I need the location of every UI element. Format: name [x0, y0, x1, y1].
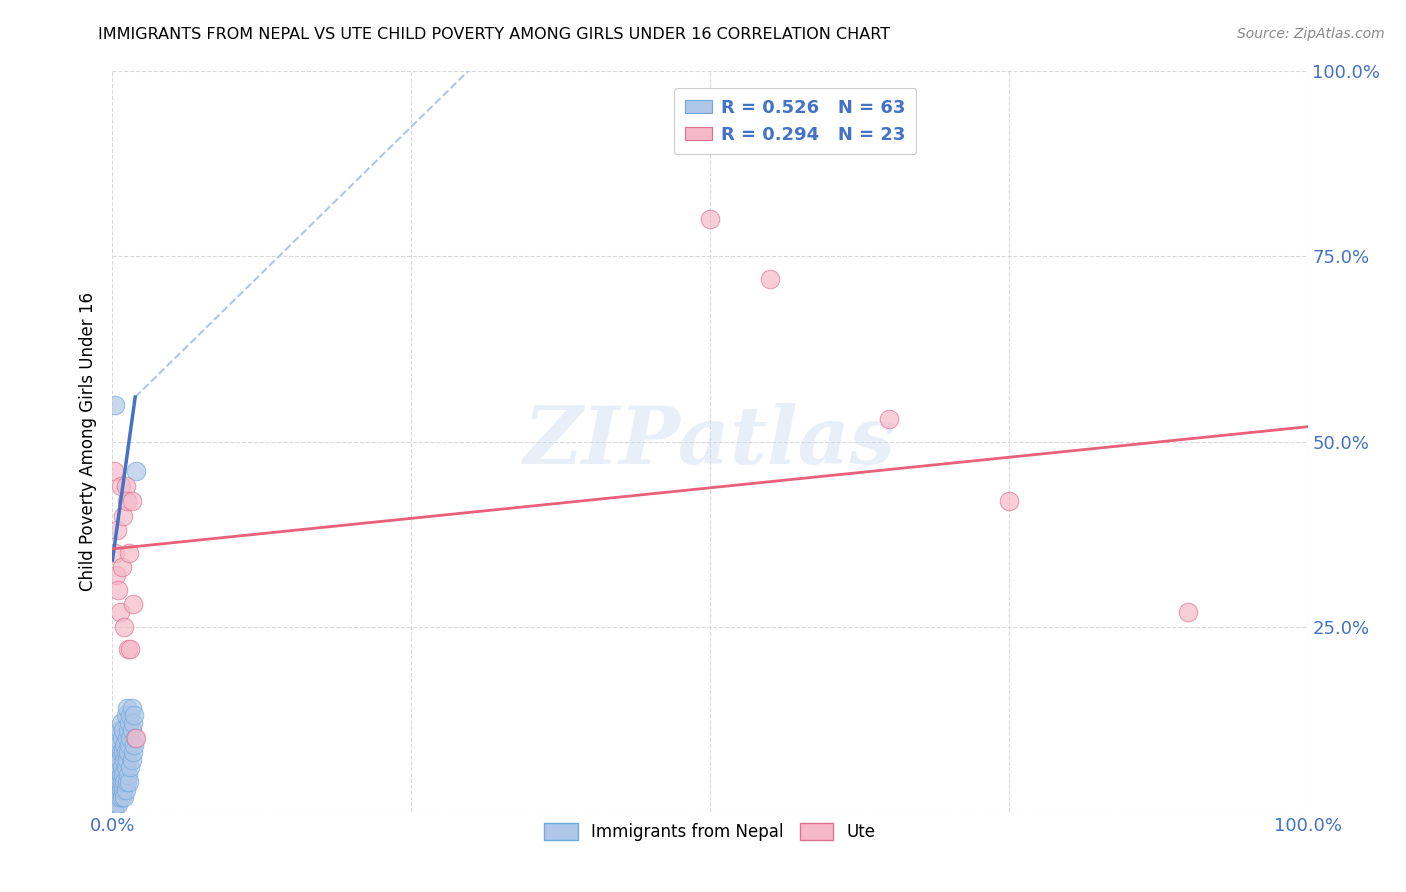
Point	[759, 271, 782, 285]
Point	[998, 493, 1021, 508]
Point	[104, 789, 127, 804]
Point	[115, 701, 138, 715]
Point	[105, 746, 128, 760]
Point	[110, 782, 132, 797]
Point	[110, 479, 132, 493]
Point	[114, 789, 135, 804]
Point	[117, 641, 139, 656]
Text: ZIPatlas: ZIPatlas	[524, 403, 896, 480]
Point	[122, 708, 145, 723]
Point	[105, 775, 128, 789]
Point	[111, 731, 134, 745]
Point	[108, 753, 131, 767]
Point	[115, 775, 138, 789]
Point	[104, 797, 127, 812]
Point	[120, 760, 142, 774]
Point	[112, 782, 135, 797]
Point	[118, 775, 141, 789]
Point	[107, 760, 129, 774]
Point	[121, 715, 143, 730]
Point	[105, 731, 128, 745]
Point	[105, 767, 128, 781]
Point	[114, 760, 136, 774]
Point	[125, 464, 148, 478]
Point	[114, 746, 136, 760]
Point	[118, 738, 141, 752]
Point	[108, 605, 131, 619]
Point	[111, 775, 134, 789]
Point	[108, 775, 131, 789]
Point	[105, 567, 128, 582]
Point	[114, 782, 136, 797]
Point	[121, 598, 143, 612]
Point	[114, 479, 136, 493]
Point	[104, 546, 127, 560]
Point	[111, 560, 134, 574]
Point	[118, 546, 141, 560]
Point	[110, 746, 132, 760]
Point	[107, 782, 129, 797]
Point	[121, 493, 143, 508]
Point	[110, 715, 132, 730]
Point	[111, 789, 134, 804]
Point	[1177, 605, 1199, 619]
Legend: Immigrants from Nepal, Ute: Immigrants from Nepal, Ute	[537, 816, 883, 847]
Point	[107, 738, 129, 752]
Point	[107, 582, 129, 597]
Point	[115, 731, 138, 745]
Point	[124, 731, 146, 745]
Point	[111, 760, 134, 774]
Point	[118, 715, 141, 730]
Point	[103, 464, 125, 478]
Point	[114, 708, 136, 723]
Point	[114, 753, 135, 767]
Point	[117, 767, 139, 781]
Point	[117, 746, 139, 760]
Point	[112, 508, 135, 523]
Point	[121, 723, 143, 738]
Point	[117, 723, 139, 738]
Text: Source: ZipAtlas.com: Source: ZipAtlas.com	[1237, 27, 1385, 41]
Point	[112, 767, 135, 781]
Point	[105, 797, 128, 812]
Point	[115, 753, 138, 767]
Point	[699, 212, 721, 227]
Point	[105, 524, 128, 538]
Point	[104, 398, 127, 412]
Y-axis label: Child Poverty Among Girls Under 16: Child Poverty Among Girls Under 16	[79, 292, 97, 591]
Point	[121, 753, 143, 767]
Point	[104, 782, 127, 797]
Point	[114, 619, 135, 633]
Point	[122, 738, 145, 752]
Point	[120, 731, 142, 745]
Point	[112, 723, 135, 738]
Point	[879, 412, 901, 426]
Point	[110, 767, 132, 781]
Point	[107, 797, 129, 812]
Point	[108, 789, 131, 804]
Point	[103, 805, 125, 819]
Point	[121, 746, 143, 760]
Point	[120, 708, 142, 723]
Point	[112, 746, 135, 760]
Point	[108, 723, 131, 738]
Point	[121, 701, 143, 715]
Point	[115, 493, 138, 508]
Point	[114, 775, 135, 789]
Point	[114, 738, 135, 752]
Point	[125, 731, 148, 745]
Point	[120, 641, 142, 656]
Text: IMMIGRANTS FROM NEPAL VS UTE CHILD POVERTY AMONG GIRLS UNDER 16 CORRELATION CHAR: IMMIGRANTS FROM NEPAL VS UTE CHILD POVER…	[98, 27, 890, 42]
Point	[105, 753, 128, 767]
Point	[105, 760, 128, 774]
Point	[105, 789, 128, 804]
